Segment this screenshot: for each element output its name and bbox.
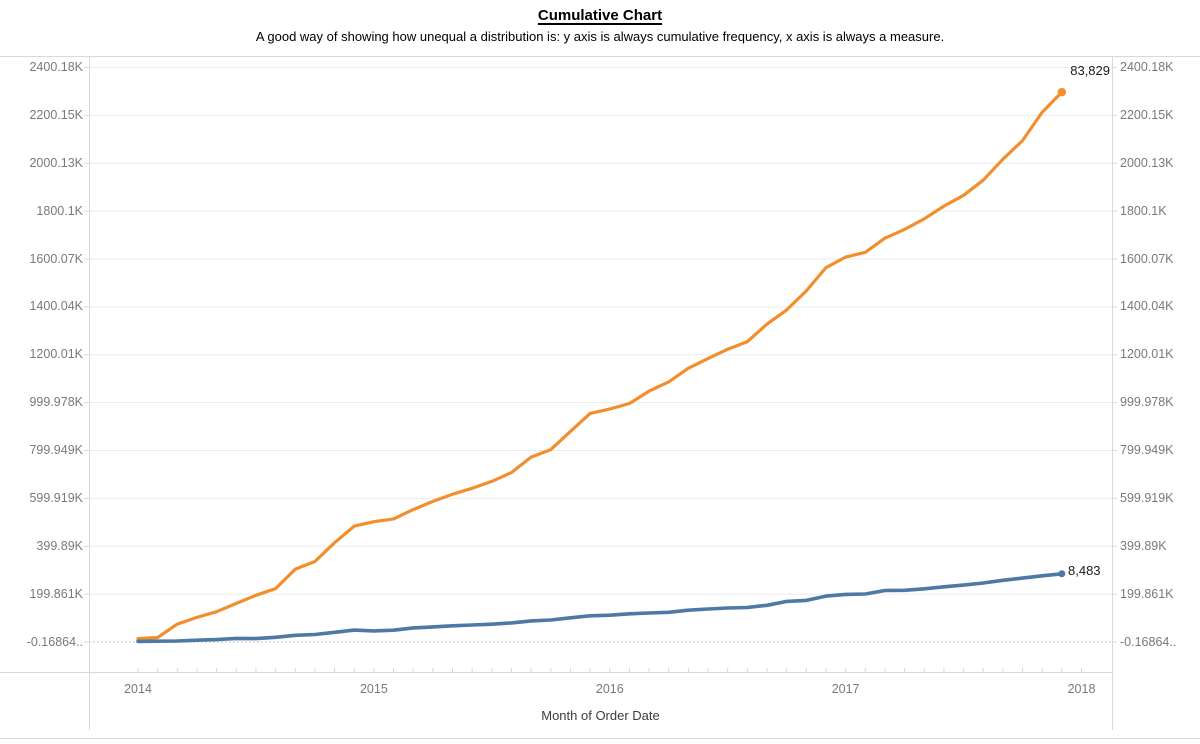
y-axis-tick-label: 1200.01K (29, 347, 83, 362)
y-axis-tick-label: 1600.07K (29, 251, 83, 266)
y-axis-tick-label: 399.89K (36, 538, 83, 553)
y-axis-tick-label: 1600.07K (1120, 251, 1174, 266)
y-axis-tick-label: 199.861K (29, 586, 83, 601)
orange-series-end-marker[interactable] (1057, 87, 1067, 97)
y-axis-tick-label: -0.16864.. (1120, 634, 1177, 649)
orange-series-end-value-label: 83,829 (1070, 63, 1110, 78)
y-axis-tick-label: 2200.15K (29, 107, 83, 122)
y-axis-tick-label: 799.949K (29, 443, 83, 457)
y-axis-tick-label: 399.89K (1120, 538, 1167, 553)
y-axis-tick-label: 2000.13K (1120, 155, 1174, 170)
x-axis-tick-label: 2017 (831, 682, 860, 696)
y-axis-tick-label: 1200.01K (1120, 347, 1174, 362)
y-axis-tick-label: 2400.18K (1120, 60, 1174, 74)
chart-title: Cumulative Chart (537, 7, 663, 24)
y-axis-tick-label: 2000.13K (29, 155, 83, 170)
x-axis-tick-label: 2015 (359, 682, 388, 696)
x-axis-tick-label: 2014 (124, 682, 152, 696)
x-axis-tick-label: 2018 (1067, 682, 1096, 696)
y-axis-tick-label: 999.978K (29, 395, 83, 410)
y-axis-tick-label: 1400.04K (1120, 299, 1174, 314)
y-axis-tick-label: 2400.18K (29, 60, 83, 74)
y-axis-tick-label: 599.919K (1120, 490, 1174, 505)
blue-series-end-marker[interactable] (1058, 570, 1066, 578)
blue-series-line[interactable] (136, 571, 1064, 644)
y-axis-tick-label: 599.919K (29, 490, 83, 505)
y-axis-tick-label: 199.861K (1120, 586, 1174, 601)
y-axis-tick-label: -0.16864.. (26, 634, 83, 649)
y-axis-tick-label: 1800.1K (36, 203, 83, 218)
y-axis-tick-label: 1400.04K (29, 299, 83, 314)
x-axis-tick-label: 2016 (595, 682, 624, 696)
chart-subtitle: A good way of showing how unequal a dist… (255, 29, 945, 44)
y-axis-tick-label: 799.949K (1120, 443, 1174, 457)
orange-series-line[interactable] (136, 90, 1064, 641)
y-axis-tick-label: 999.978K (1120, 395, 1174, 410)
blue-series-end-value-label: 8,483 (1068, 563, 1101, 578)
x-axis-title: Month of Order Date (541, 708, 660, 723)
y-axis-tick-label: 2200.15K (1120, 107, 1174, 122)
y-axis-tick-label: 1800.1K (1120, 203, 1167, 218)
